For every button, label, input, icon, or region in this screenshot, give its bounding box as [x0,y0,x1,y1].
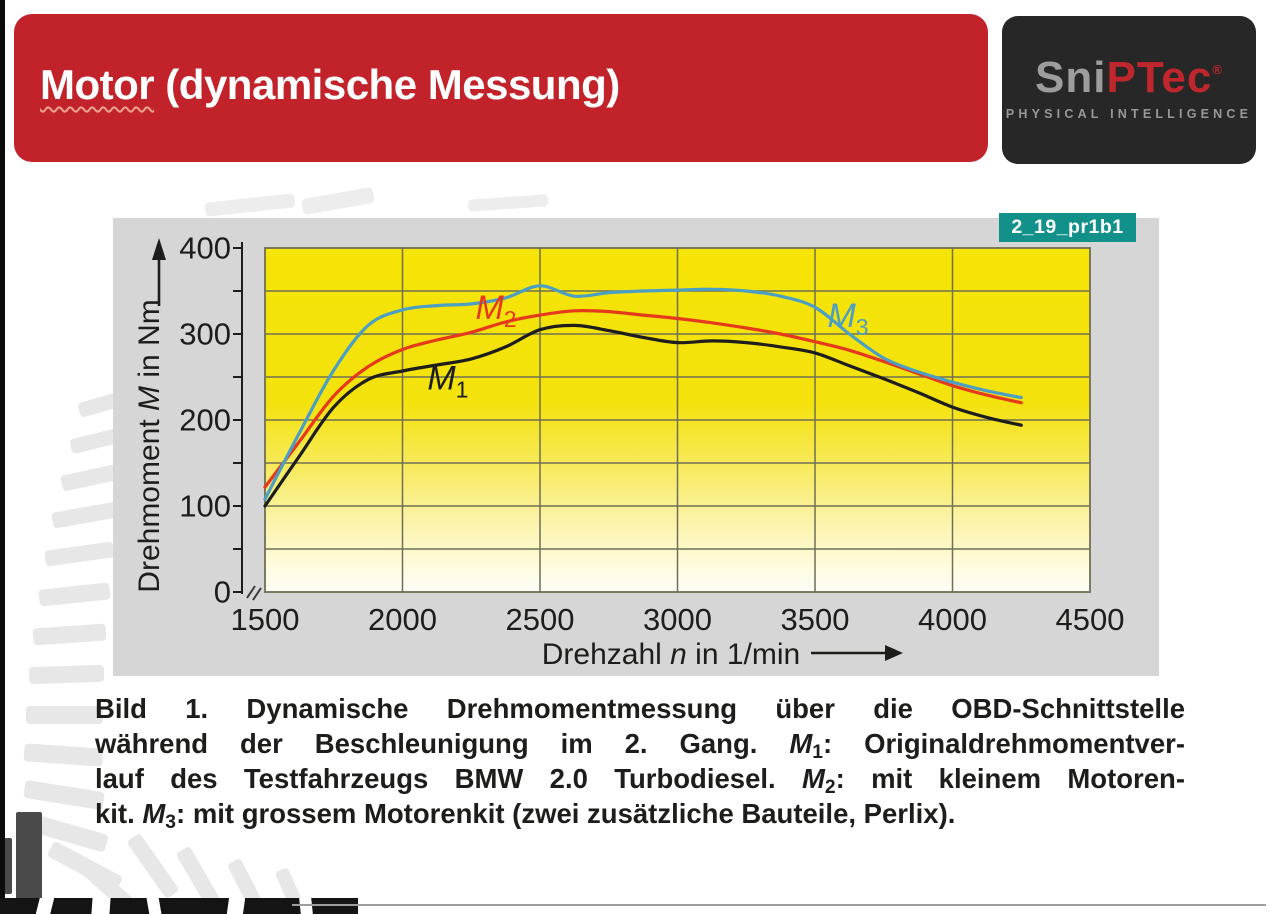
curve-M1 [263,323,1023,508]
svg-text:3000: 3000 [643,602,712,637]
gridlines [264,247,1091,593]
chart-panel: 0 100 200 300 400 1500 2000 2500 3000 3500 4000 450… [113,213,1159,676]
tread-mark-white [298,898,314,914]
tread-mark [23,779,105,811]
tread-mark [51,501,120,529]
tread-mark-white [226,898,246,914]
caption-line: während der Beschleunigung im 2. Gang. M… [95,728,1185,763]
tread-mark-white [146,898,162,914]
bottom-frame-strip [0,898,358,914]
tread-mark-white [35,898,55,914]
logo-subtitle: PHYSICAL INTELLIGENCE [1005,107,1253,121]
bottom-divider [292,904,1266,906]
svg-text:2500: 2500 [506,602,575,637]
tread-mark-dark [16,812,42,914]
tread-mark [23,743,104,767]
tick-labels: 0 100 200 300 400 1500 2000 2500 3000 3500 4000 450… [179,231,1124,638]
svg-text:4000: 4000 [918,602,987,637]
left-frame-strip [0,0,5,914]
caption-line: Bild 1. Dynamische Drehmomentmessung übe… [95,693,1185,724]
tread-mark [126,832,180,900]
logo-wordmark: SniPTec® [1002,48,1256,100]
tread-mark [32,623,107,646]
svg-text:1500: 1500 [231,602,300,637]
tread-mark [38,582,111,607]
svg-text:Drehzahl n in 1/min: Drehzahl n in 1/min [542,638,800,671]
svg-text:100: 100 [179,489,231,524]
title-rest: (dynamische Messung) [154,61,620,108]
tread-mark [26,706,103,724]
curve-label-M1: M1 [427,360,468,403]
axis-titles: Drehzahl n in 1/min Drehmoment M in Nm [133,238,903,671]
caption-line: lauf des Testfahrzeugs BMW 2.0 Turbodies… [95,763,1185,798]
curve-M3 [263,284,1023,501]
figure-caption: Bild 1. Dynamische Drehmomentmessung übe… [95,691,1185,833]
caption-line: kit. M3: mit grossem Motorenkit (zwei zu… [95,798,956,833]
svg-text:4500: 4500 [1056,602,1125,637]
tread-mark [28,664,105,685]
svg-text:0: 0 [214,575,231,610]
axes [233,242,262,601]
tread-mark-white [91,898,111,914]
curves [263,284,1023,508]
title-word: Motor [40,61,155,108]
curve-M2 [263,308,1023,489]
svg-text:2000: 2000 [368,602,437,637]
curve-label-M3: M3 [827,297,868,340]
svg-text:400: 400 [179,231,231,266]
tread-mark [204,193,296,217]
tread-mark [44,541,115,567]
logo-text-gray: Sni [1035,53,1107,102]
svg-text:3500: 3500 [781,602,850,637]
sniptec-logo: SniPTec® PHYSICAL INTELLIGENCE [1002,16,1256,164]
title-banner: Motor (dynamische Messung) [14,14,988,162]
curve-label-M2: M2 [475,289,516,332]
torque-chart: 0 100 200 300 400 1500 2000 2500 3000 3500 4000 450… [133,231,1124,672]
page-title: Motor (dynamische Messung) [40,61,620,109]
svg-text:300: 300 [179,317,231,352]
logo-text-red: PTec [1106,53,1213,102]
registered-mark-icon: ® [1212,62,1223,77]
svg-text:200: 200 [179,403,231,438]
svg-text:Drehmoment M in Nm: Drehmoment M in Nm [133,299,166,592]
tread-mark [467,194,549,212]
figure-id-badge: 2_19_pr1b1 [999,213,1136,242]
tread-mark [301,186,375,216]
